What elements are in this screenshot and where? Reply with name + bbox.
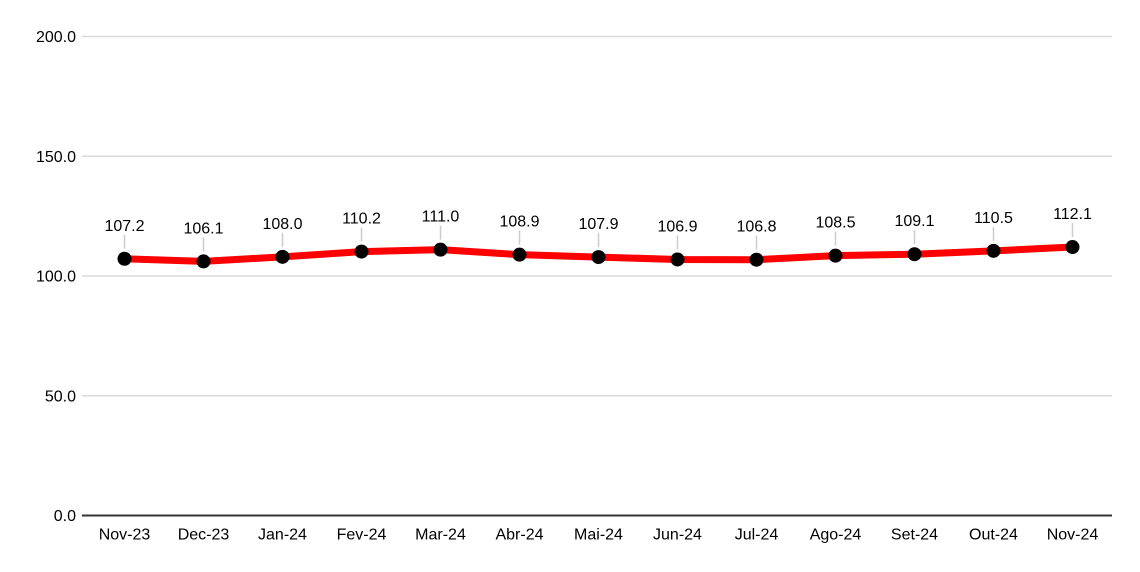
- data-point: [1065, 240, 1080, 255]
- data-point-label: 110.5: [974, 210, 1013, 227]
- data-point: [670, 252, 685, 267]
- data-point-label: 108.9: [499, 214, 539, 231]
- data-point-label: 106.8: [736, 219, 776, 236]
- x-tick-label: Jun-24: [653, 527, 702, 544]
- data-point-label: 109.1: [894, 213, 934, 230]
- data-point: [433, 242, 448, 257]
- x-tick-label: Nov-23: [99, 527, 151, 544]
- data-point-label: 107.2: [104, 218, 144, 235]
- x-tick-label: Mai-24: [574, 527, 623, 544]
- data-point-label: 107.9: [578, 216, 618, 233]
- data-point: [828, 248, 843, 263]
- x-tick-label: Jan-24: [258, 527, 307, 544]
- data-point-label: 108.5: [815, 215, 855, 232]
- data-point: [275, 249, 290, 264]
- x-tick-label: Ago-24: [810, 527, 862, 544]
- data-point: [354, 244, 369, 259]
- data-point-label: 106.9: [657, 218, 697, 235]
- x-tick-label: Mar-24: [415, 527, 466, 544]
- y-tick-label: 200.0: [36, 29, 76, 46]
- x-tick-label: Abr-24: [495, 527, 543, 544]
- data-point: [749, 252, 764, 267]
- data-point-label: 106.1: [183, 220, 223, 237]
- data-point: [986, 243, 1001, 258]
- data-point: [196, 254, 211, 269]
- y-tick-label: 50.0: [45, 388, 76, 405]
- x-tick-label: Set-24: [891, 527, 938, 544]
- x-tick-label: Jul-24: [735, 527, 779, 544]
- data-point-label: 111.0: [422, 209, 460, 226]
- x-tick-label: Out-24: [969, 527, 1018, 544]
- x-tick-label: Dec-23: [178, 527, 230, 544]
- data-point-label: 112.1: [1053, 206, 1092, 223]
- x-tick-label: Fev-24: [337, 527, 387, 544]
- y-tick-label: 150.0: [36, 149, 76, 166]
- x-tick-label: Nov-24: [1047, 527, 1099, 544]
- y-tick-label: 100.0: [36, 269, 76, 286]
- data-point-label: 108.0: [262, 216, 302, 233]
- data-point: [591, 250, 606, 265]
- data-point-label: 110.2: [342, 211, 381, 228]
- data-point: [117, 251, 132, 266]
- data-point: [512, 247, 527, 262]
- y-tick-label: 0.0: [54, 508, 76, 525]
- data-point: [907, 247, 922, 262]
